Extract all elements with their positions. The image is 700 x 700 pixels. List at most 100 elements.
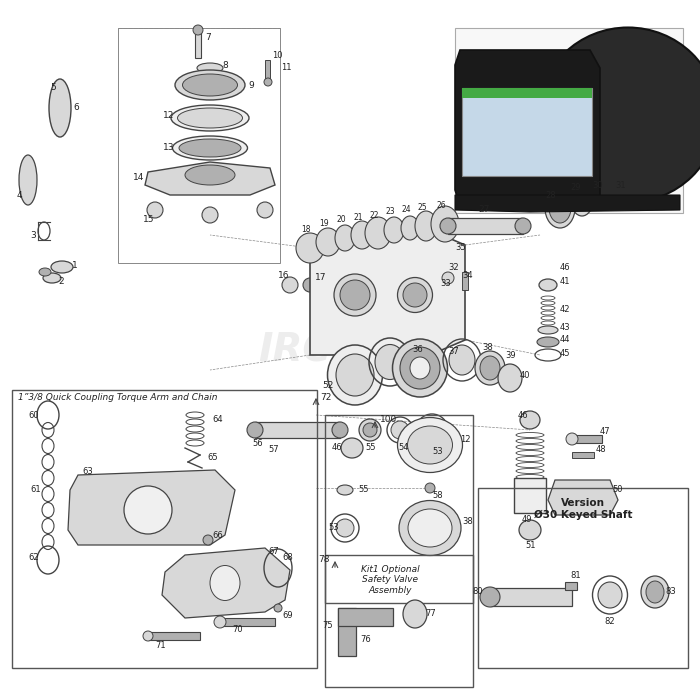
Text: 83: 83 bbox=[665, 587, 676, 596]
Ellipse shape bbox=[403, 283, 427, 307]
Ellipse shape bbox=[336, 354, 374, 396]
Circle shape bbox=[203, 535, 213, 545]
Text: 34: 34 bbox=[462, 270, 472, 279]
Bar bbox=[338, 608, 393, 626]
Text: 53: 53 bbox=[432, 447, 442, 456]
Text: 18: 18 bbox=[301, 225, 311, 234]
Ellipse shape bbox=[421, 419, 443, 441]
Ellipse shape bbox=[332, 422, 348, 438]
Ellipse shape bbox=[43, 273, 61, 283]
Polygon shape bbox=[455, 195, 680, 212]
Bar bbox=[448, 218, 523, 234]
Text: 40: 40 bbox=[520, 370, 531, 379]
Text: 39: 39 bbox=[505, 351, 516, 360]
Ellipse shape bbox=[351, 221, 373, 249]
Text: 16: 16 bbox=[278, 270, 290, 279]
Text: 4: 4 bbox=[17, 190, 22, 199]
Ellipse shape bbox=[545, 188, 575, 228]
Text: 31: 31 bbox=[615, 181, 626, 190]
Text: 57: 57 bbox=[268, 445, 279, 454]
Ellipse shape bbox=[571, 184, 593, 216]
Text: 38: 38 bbox=[462, 517, 472, 526]
Text: 49: 49 bbox=[522, 515, 533, 524]
Polygon shape bbox=[455, 50, 600, 205]
Circle shape bbox=[303, 278, 317, 292]
Text: 54: 54 bbox=[398, 444, 409, 452]
Text: 53: 53 bbox=[328, 524, 339, 533]
Ellipse shape bbox=[391, 421, 409, 439]
Text: 100: 100 bbox=[380, 416, 398, 424]
Circle shape bbox=[214, 616, 226, 628]
Ellipse shape bbox=[398, 417, 463, 473]
Text: 23: 23 bbox=[385, 207, 395, 216]
Ellipse shape bbox=[172, 136, 248, 160]
Ellipse shape bbox=[365, 217, 391, 249]
Bar bbox=[462, 88, 592, 176]
Ellipse shape bbox=[598, 582, 622, 608]
Ellipse shape bbox=[375, 344, 405, 379]
Ellipse shape bbox=[359, 419, 381, 441]
Bar bbox=[265, 60, 270, 80]
Ellipse shape bbox=[185, 165, 235, 185]
Text: 46: 46 bbox=[518, 410, 528, 419]
Ellipse shape bbox=[408, 509, 452, 547]
Text: 12: 12 bbox=[163, 111, 174, 120]
Polygon shape bbox=[548, 480, 618, 515]
Text: 47: 47 bbox=[600, 428, 610, 437]
Text: 69: 69 bbox=[282, 610, 293, 620]
Circle shape bbox=[566, 433, 578, 445]
Ellipse shape bbox=[400, 347, 440, 389]
Bar bbox=[490, 588, 572, 606]
Text: 25: 25 bbox=[417, 204, 427, 213]
Text: 41: 41 bbox=[560, 277, 570, 286]
Ellipse shape bbox=[178, 108, 242, 128]
Ellipse shape bbox=[440, 218, 456, 234]
Polygon shape bbox=[310, 230, 465, 355]
Circle shape bbox=[124, 486, 172, 534]
Text: 76: 76 bbox=[360, 636, 371, 645]
Text: 1: 1 bbox=[72, 260, 78, 270]
Circle shape bbox=[257, 202, 273, 218]
Ellipse shape bbox=[341, 438, 363, 458]
Ellipse shape bbox=[51, 261, 73, 273]
Text: 11: 11 bbox=[281, 64, 291, 73]
Text: 28: 28 bbox=[545, 190, 556, 199]
Circle shape bbox=[282, 277, 298, 293]
Ellipse shape bbox=[39, 268, 51, 276]
Ellipse shape bbox=[296, 233, 324, 263]
Ellipse shape bbox=[519, 520, 541, 540]
Ellipse shape bbox=[403, 600, 427, 628]
Text: 65: 65 bbox=[207, 454, 218, 463]
Ellipse shape bbox=[340, 280, 370, 310]
Text: 43: 43 bbox=[560, 323, 570, 332]
Text: 36: 36 bbox=[412, 346, 423, 354]
Ellipse shape bbox=[399, 500, 461, 556]
Text: 2: 2 bbox=[58, 277, 64, 286]
Ellipse shape bbox=[49, 79, 71, 137]
Bar bbox=[148, 632, 200, 640]
Ellipse shape bbox=[337, 485, 353, 495]
Ellipse shape bbox=[316, 228, 340, 256]
Text: 70: 70 bbox=[232, 626, 243, 634]
Ellipse shape bbox=[398, 277, 433, 312]
Text: 56: 56 bbox=[252, 440, 262, 449]
Text: 68: 68 bbox=[282, 554, 293, 563]
Ellipse shape bbox=[641, 576, 669, 608]
Ellipse shape bbox=[538, 326, 558, 334]
Text: 45: 45 bbox=[560, 349, 570, 358]
Ellipse shape bbox=[431, 206, 459, 242]
Ellipse shape bbox=[415, 211, 437, 241]
Text: 3: 3 bbox=[30, 232, 36, 241]
Text: 81: 81 bbox=[570, 571, 580, 580]
Text: 58: 58 bbox=[432, 491, 442, 500]
Text: 46: 46 bbox=[332, 444, 342, 452]
Text: 32: 32 bbox=[448, 263, 458, 272]
Text: 75: 75 bbox=[322, 620, 332, 629]
Ellipse shape bbox=[171, 105, 249, 131]
Ellipse shape bbox=[449, 345, 475, 375]
Ellipse shape bbox=[590, 182, 610, 210]
Text: 14: 14 bbox=[133, 174, 144, 183]
Text: 12: 12 bbox=[460, 435, 470, 444]
Text: 46: 46 bbox=[560, 263, 570, 272]
Text: 48: 48 bbox=[596, 445, 607, 454]
